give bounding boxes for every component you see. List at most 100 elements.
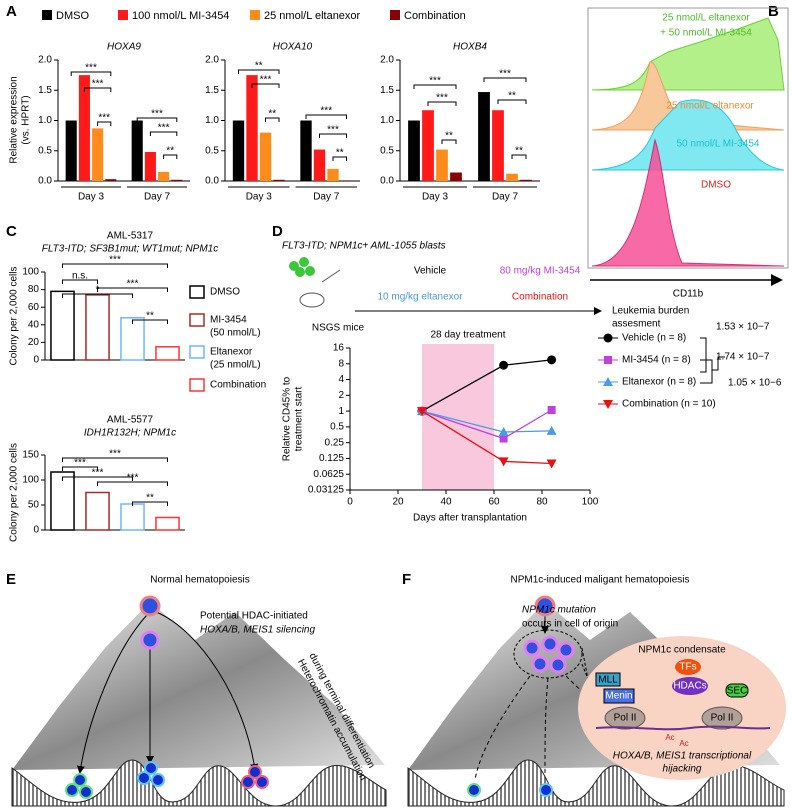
legend-label: Combination	[210, 380, 266, 391]
pvalue-bracket	[700, 337, 725, 384]
x-tick-label: 100	[582, 497, 599, 508]
chart-title: HOXB4	[453, 42, 487, 53]
flow-panel: 25 nmol/L eltanexor + 50 nmol/L MI-3454 …	[587, 7, 789, 300]
significance-label: **	[146, 311, 154, 322]
flow-label: 25 nmol/L eltanexor	[662, 13, 750, 24]
significance-bracket	[62, 293, 133, 298]
point	[546, 425, 557, 435]
y-tick-label: 0.0	[205, 176, 219, 187]
significance-bracket	[62, 476, 133, 481]
factor	[725, 683, 749, 698]
note: HOXA/B, MEIS1 silencing	[200, 625, 315, 636]
significance-label: ***	[320, 106, 332, 117]
x-tick-label: Day 7	[492, 192, 519, 203]
chart-title: HOXA10	[273, 42, 313, 53]
landscape	[12, 602, 385, 770]
y-axis-label: Relative CD45% to	[282, 376, 293, 461]
x-tick-label: 40	[440, 497, 452, 508]
significance-label: ***	[127, 279, 139, 290]
bar	[273, 179, 285, 181]
legend-note: (25 nmol/L)	[210, 360, 261, 371]
significance-label: **	[515, 146, 523, 157]
bar	[171, 179, 183, 181]
significance-bracket	[149, 131, 178, 136]
y-axis-label: (vs. HPRT)	[21, 95, 32, 144]
y-axis-label: Colony per 2,000 cells	[9, 443, 20, 542]
significance-bracket	[441, 139, 457, 144]
header: FLT3-ITD; NPM1c+ AML-1055 blasts	[282, 241, 446, 252]
significance-bracket	[132, 501, 168, 506]
bar	[85, 294, 110, 361]
significance-label: ***	[85, 63, 97, 74]
y-tick-label: 0.5	[205, 145, 219, 156]
significance-label: ***	[92, 468, 104, 479]
significance-label: **	[336, 148, 344, 159]
y-tick-label: 0.5	[330, 422, 344, 433]
p-value: 1.05 × 10−6	[728, 378, 782, 389]
bar	[232, 120, 245, 181]
legend-label: Combination	[404, 10, 466, 22]
cell	[467, 783, 481, 797]
bar	[478, 92, 490, 181]
significance-label: ***	[109, 255, 121, 266]
group-label: Vehicle	[414, 266, 447, 277]
histogram	[591, 138, 785, 267]
cell	[79, 785, 93, 799]
bar	[327, 168, 339, 181]
y-tick-label: 60	[28, 302, 40, 313]
y-tick-label: 1.5	[205, 85, 219, 96]
y-tick-label: 0	[33, 355, 39, 366]
significance-label: **	[445, 131, 453, 142]
y-tick-label: 40	[28, 319, 40, 330]
significance-bracket	[427, 101, 457, 106]
bar	[408, 120, 420, 181]
dna	[595, 725, 771, 731]
significance-label: ***	[260, 75, 272, 86]
bar	[155, 516, 180, 531]
chart-title: HOXA9	[107, 42, 141, 53]
x-tick-label: 0	[347, 497, 353, 508]
factor	[603, 688, 635, 704]
note: Potential HDAC-initiated	[200, 611, 308, 622]
panel-letter: E	[6, 571, 16, 588]
point	[603, 377, 613, 386]
bar	[520, 179, 532, 181]
y-tick-label: 1.0	[380, 115, 394, 126]
cell	[539, 783, 553, 797]
legend-label: Vehicle (n = 8)	[622, 333, 686, 344]
flow-label: 50 nmol/L MI-3454	[676, 139, 759, 150]
legend-label: DMSO	[56, 10, 89, 22]
treatment-schematic: FLT3-ITD; NPM1c+ AML-1055 blasts Vehicle…	[282, 241, 725, 384]
factor-label: Ac	[679, 739, 688, 748]
cell-icon	[299, 257, 309, 267]
factor-label: Menin	[605, 691, 632, 702]
legend-label: Eltanexor	[210, 347, 253, 358]
cell	[140, 630, 160, 650]
condensate	[578, 636, 786, 780]
significance-bracket	[97, 481, 168, 486]
legend-swatch	[189, 345, 205, 359]
bar	[492, 110, 504, 181]
legend-swatch	[189, 313, 205, 327]
y-tick-label: 16	[333, 343, 345, 354]
significance-bracket	[265, 117, 280, 122]
point	[498, 457, 509, 467]
note: occurs in cell of origin	[522, 619, 618, 630]
bar	[155, 346, 180, 361]
y-tick-label: 50	[28, 500, 40, 511]
point	[604, 356, 612, 364]
significance-bracket	[97, 287, 168, 292]
cell	[144, 761, 158, 775]
y-tick-label: 0.0	[38, 176, 52, 187]
legend-label: Eltanexor (n = 8)	[622, 377, 696, 388]
significance-label: ***	[158, 123, 170, 134]
panel-letter: A	[6, 3, 17, 20]
significance-bracket	[319, 133, 347, 138]
y-tick-label: 100	[22, 475, 39, 486]
y-tick-label: 0.125	[319, 453, 344, 464]
significance-label: **	[255, 61, 263, 72]
group-label: Combination	[512, 292, 568, 303]
legend-swatch	[390, 10, 400, 20]
significance-label: **	[508, 91, 516, 102]
